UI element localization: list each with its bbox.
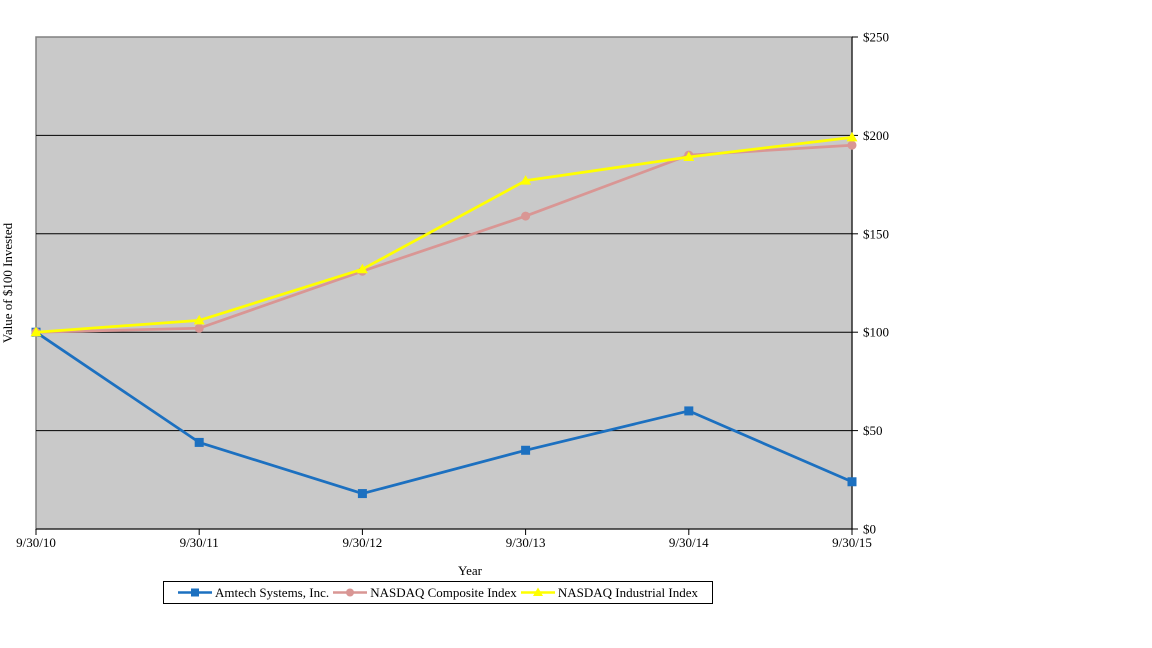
legend-item: Amtech Systems, Inc. <box>178 585 329 601</box>
data-point-marker <box>357 489 367 499</box>
series-line <box>35 136 853 334</box>
data-point-marker <box>683 151 695 162</box>
data-point-marker <box>847 140 857 150</box>
x-tick-label: 9/30/14 <box>669 535 709 550</box>
data-point-marker <box>521 445 531 455</box>
triangle-marker-icon <box>520 587 555 596</box>
y-tick-label: $50 <box>863 423 883 438</box>
data-point-marker <box>532 587 543 596</box>
legend-label: NASDAQ Composite Index <box>370 584 517 600</box>
data-point-marker <box>346 588 355 597</box>
y-axis-title: Value of $100 Invested <box>0 222 15 343</box>
x-tick-label: 9/30/11 <box>180 535 219 550</box>
data-point-marker <box>356 263 368 274</box>
data-point-marker <box>194 323 204 333</box>
legend: Amtech Systems, Inc. NASDAQ Composite Ind… <box>163 581 713 604</box>
y-tick-label: $0 <box>863 522 876 537</box>
series-line <box>35 331 853 495</box>
y-tick-label: $100 <box>863 325 889 340</box>
data-point-marker <box>521 211 531 221</box>
plot-area <box>35 36 853 530</box>
square-marker-icon <box>178 588 212 597</box>
x-tick-label: 9/30/15 <box>832 535 872 550</box>
data-point-marker <box>30 326 42 337</box>
x-tick-label: 9/30/13 <box>506 535 546 550</box>
y-tick-label: $200 <box>863 128 889 143</box>
circle-marker-icon <box>333 588 368 597</box>
data-point-marker <box>684 406 694 416</box>
series-nasdaq-industrial-index <box>30 131 858 337</box>
x-axis-title: Year <box>458 563 483 578</box>
y-tick-label: $250 <box>863 30 889 45</box>
y-tick-label: $150 <box>863 226 889 241</box>
data-point-marker <box>846 131 858 142</box>
x-tick-label: 9/30/10 <box>16 535 56 550</box>
data-point-marker <box>847 477 857 487</box>
data-point-marker <box>193 314 205 325</box>
data-point-marker <box>194 437 204 447</box>
data-point-marker <box>191 588 199 597</box>
x-tick-label: 9/30/12 <box>343 535 383 550</box>
legend-item: NASDAQ Industrial Index <box>520 584 698 601</box>
legend-label: Amtech Systems, Inc. <box>215 584 330 600</box>
data-point-marker <box>520 175 532 185</box>
legend-label: NASDAQ Industrial Index <box>557 584 698 600</box>
legend-item: NASDAQ Composite Index <box>333 585 517 601</box>
